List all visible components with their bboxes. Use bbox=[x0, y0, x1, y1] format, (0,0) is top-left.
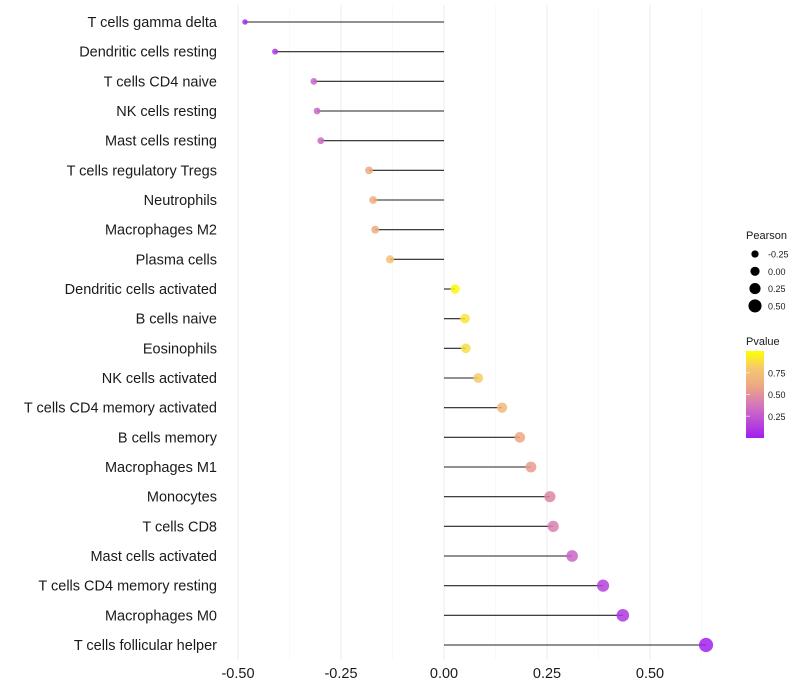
y-tick-label: B cells memory bbox=[118, 430, 218, 446]
y-tick-label: T cells regulatory Tregs bbox=[67, 163, 217, 179]
y-axis-labels: T cells gamma delta Dendritic cells resti… bbox=[24, 15, 218, 654]
x-tick-label: 0.50 bbox=[636, 666, 664, 682]
y-tick-label: T cells CD4 memory resting bbox=[38, 579, 217, 595]
y-tick-label: Macrophages M0 bbox=[105, 608, 217, 624]
x-tick-label: -0.50 bbox=[221, 666, 254, 682]
y-tick-label: T cells gamma delta bbox=[88, 15, 218, 31]
data-point bbox=[460, 313, 470, 324]
data-point bbox=[369, 196, 378, 204]
size-legend-key bbox=[748, 299, 762, 313]
data-point bbox=[514, 432, 526, 443]
data-point bbox=[313, 107, 321, 115]
y-tick-label: T cells CD4 memory activated bbox=[24, 401, 217, 417]
colorbar bbox=[746, 351, 764, 438]
size-legend-title: Pearson bbox=[746, 230, 787, 242]
size-legend-key bbox=[750, 266, 760, 276]
y-tick-label: Eosinophils bbox=[143, 341, 217, 357]
data-point bbox=[547, 520, 559, 532]
y-tick-label: NK cells resting bbox=[116, 104, 217, 120]
y-tick-label: NK cells activated bbox=[102, 371, 217, 387]
colorbar-label: 0.50 bbox=[768, 390, 786, 400]
size-legend-label: 0.00 bbox=[768, 267, 786, 277]
colorbar-label: 0.75 bbox=[768, 368, 786, 378]
y-tick-label: T cells follicular helper bbox=[74, 638, 217, 654]
data-point bbox=[566, 550, 578, 562]
size-legend-label: 0.25 bbox=[768, 284, 786, 294]
colorbar-label: 0.25 bbox=[768, 412, 786, 422]
data-point bbox=[616, 609, 630, 622]
data-point bbox=[272, 48, 279, 55]
size-legend-label: 0.50 bbox=[768, 301, 786, 311]
data-point bbox=[310, 77, 318, 85]
size-legend-key bbox=[749, 283, 761, 295]
y-tick-label: Neutrophils bbox=[144, 193, 217, 209]
data-point bbox=[461, 343, 471, 354]
y-tick-label: B cells naive bbox=[136, 312, 217, 328]
y-tick-label: T cells CD4 naive bbox=[104, 74, 217, 90]
y-tick-label: Mast cells resting bbox=[105, 134, 217, 150]
size-legend-key bbox=[751, 250, 759, 258]
data-point bbox=[473, 373, 484, 383]
data-point bbox=[496, 402, 508, 413]
data-point bbox=[317, 137, 325, 145]
color-legend-title: Pvalue bbox=[746, 336, 780, 348]
data-point bbox=[365, 166, 373, 175]
y-tick-label: Macrophages M1 bbox=[105, 460, 217, 476]
x-tick-label: 0.25 bbox=[533, 666, 561, 682]
data-point bbox=[385, 255, 395, 264]
x-tick-label: -0.25 bbox=[324, 666, 357, 682]
data-point bbox=[242, 19, 248, 25]
data-point bbox=[698, 637, 714, 653]
y-tick-label: Dendritic cells resting bbox=[79, 45, 217, 61]
data-point bbox=[596, 579, 610, 592]
data-point bbox=[525, 461, 537, 473]
stems bbox=[245, 21, 707, 646]
data-point bbox=[544, 491, 556, 503]
y-tick-label: Macrophages M2 bbox=[105, 223, 217, 239]
data-point bbox=[450, 284, 460, 294]
legend: Pearson -0.25 0.00 0.25 0.50 Pvalue 0.75 0.50 0.… bbox=[746, 230, 789, 438]
size-legend-label: -0.25 bbox=[768, 250, 789, 260]
y-tick-label: T cells CD8 bbox=[142, 519, 217, 535]
y-tick-label: Dendritic cells activated bbox=[65, 282, 217, 298]
y-tick-label: Plasma cells bbox=[136, 252, 217, 268]
x-tick-label: 0.00 bbox=[430, 666, 458, 682]
data-point bbox=[371, 225, 380, 234]
x-axis-labels: -0.50 -0.25 0.00 0.25 0.50 bbox=[221, 666, 664, 682]
points bbox=[242, 19, 714, 653]
y-tick-label: Mast cells activated bbox=[90, 549, 217, 565]
y-tick-label: Monocytes bbox=[147, 490, 217, 506]
grid bbox=[237, 5, 702, 660]
